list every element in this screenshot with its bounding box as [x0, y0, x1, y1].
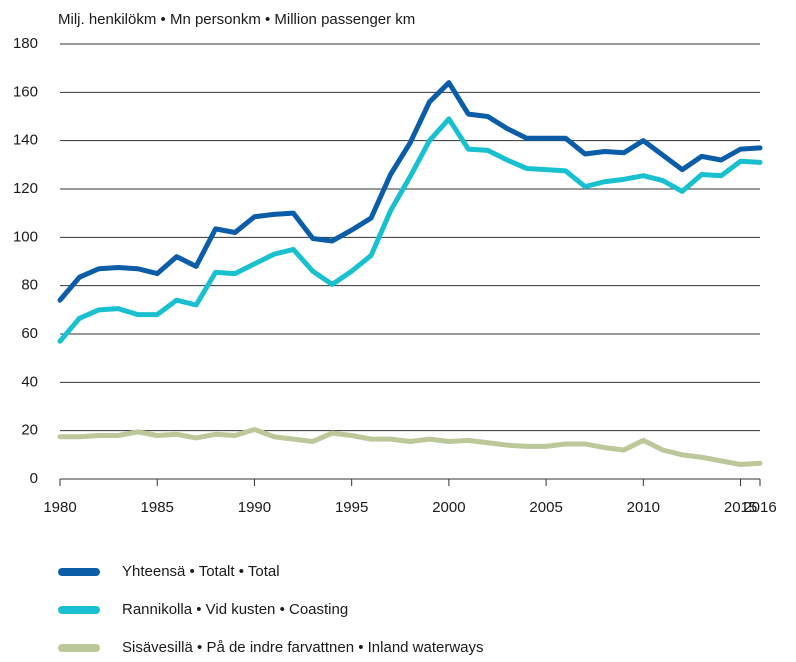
x-tick-label: 2000 [432, 499, 465, 516]
legend-label: Rannikolla • Vid kusten • Coasting [122, 601, 348, 618]
y-tick-label: 180 [13, 35, 38, 52]
x-tick-label: 2016 [743, 499, 776, 516]
y-tick-label: 100 [13, 228, 38, 245]
legend-label: Yhteensä • Totalt • Total [122, 563, 280, 580]
x-tick-label: 1985 [141, 499, 174, 516]
y-tick-label: 120 [13, 180, 38, 197]
x-tick-label: 2015 [724, 499, 757, 516]
x-tick-label: 2005 [529, 499, 562, 516]
series-line [57, 426, 763, 467]
y-tick-label: 140 [13, 132, 38, 149]
y-tick-label: 80 [21, 277, 38, 294]
x-tick-label: 1980 [43, 499, 76, 516]
series-line [57, 80, 763, 303]
x-tick-label: 1995 [335, 499, 368, 516]
series-line [57, 116, 763, 344]
legend-label: Sisävesillä • På de indre farvattnen • I… [122, 639, 484, 656]
x-tick-label: 2010 [627, 499, 660, 516]
y-tick-label: 160 [13, 83, 38, 100]
y-tick-label: 40 [21, 373, 38, 390]
y-tick-label: 0 [30, 470, 38, 487]
y-tick-label: 20 [21, 422, 38, 439]
y-tick-label: 60 [21, 325, 38, 342]
x-tick-label: 1990 [238, 499, 271, 516]
y-axis-label: Milj. henkilökm • Mn personkm • Million … [58, 11, 415, 28]
